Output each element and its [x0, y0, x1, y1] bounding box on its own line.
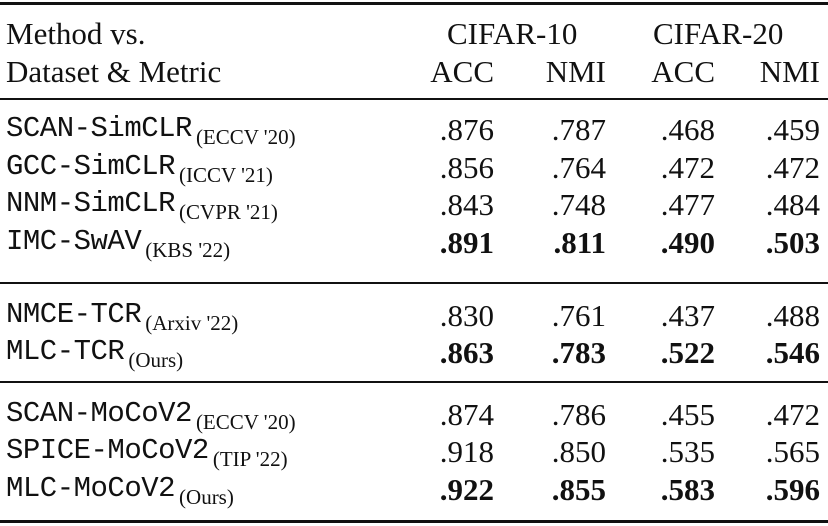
value-cell: .503 [765, 225, 820, 260]
method-venue: (KBS '22) [145, 238, 231, 262]
value-cell: .748 [551, 187, 606, 222]
method-name: SCAN-SimCLR [6, 112, 192, 145]
method-venue: (Arxiv '22) [145, 311, 239, 335]
metric-header: NMI [545, 54, 606, 89]
value-cell: .855 [551, 472, 606, 507]
value-cell: .459 [765, 112, 820, 147]
value-cell: .472 [660, 150, 715, 185]
method-cell: NNM-SimCLR (CVPR '21) [6, 187, 278, 224]
table-row: NMCE-TCR (Arxiv '22) .830 .761 .437 .488 [0, 298, 828, 335]
method-name: IMC-SwAV [6, 225, 142, 258]
value-cell: .876 [439, 112, 494, 147]
metric-header: NMI [759, 54, 820, 89]
method-cell: MLC-MoCoV2 (Ours) [6, 472, 234, 509]
value-cell: .918 [439, 434, 494, 469]
value-cell: .891 [439, 225, 494, 260]
method-header-line2: Dataset & Metric [6, 54, 222, 89]
method-name: MLC-MoCoV2 [6, 472, 176, 505]
dataset-header-cifar10: CIFAR-10 [447, 16, 578, 51]
method-header-line1: Method vs. [6, 16, 146, 51]
value-cell: .786 [551, 397, 606, 432]
dataset-header-cifar20: CIFAR-20 [653, 16, 784, 51]
value-cell: .922 [439, 472, 494, 507]
value-cell: .488 [765, 298, 820, 333]
value-cell: .455 [660, 397, 715, 432]
table-row: SCAN-SimCLR (ECCV '20) .876 .787 .468 .459 [0, 112, 828, 149]
value-cell: .583 [660, 472, 715, 507]
table-row: MLC-TCR (Ours) .863 .783 .522 .546 [0, 335, 828, 372]
value-cell: .856 [439, 150, 494, 185]
method-name: SPICE-MoCoV2 [6, 434, 209, 467]
value-cell: .596 [765, 472, 820, 507]
value-cell: .783 [551, 335, 606, 370]
method-name: NMCE-TCR [6, 298, 142, 331]
group-rule [0, 282, 828, 284]
value-cell: .850 [551, 434, 606, 469]
value-cell: .764 [551, 150, 606, 185]
method-cell: SPICE-MoCoV2 (TIP '22) [6, 434, 288, 471]
method-cell: SCAN-SimCLR (ECCV '20) [6, 112, 296, 149]
method-venue: (TIP '22) [212, 447, 288, 471]
value-cell: .787 [551, 112, 606, 147]
value-cell: .472 [765, 397, 820, 432]
value-cell: .484 [765, 187, 820, 222]
method-cell: MLC-TCR (Ours) [6, 335, 183, 372]
method-name: MLC-TCR [6, 335, 125, 368]
value-cell: .437 [660, 298, 715, 333]
method-venue: (ECCV '20) [195, 410, 296, 434]
method-name: SCAN-MoCoV2 [6, 397, 192, 430]
table-row: MLC-MoCoV2 (Ours) .922 .855 .583 .596 [0, 472, 828, 509]
method-name: NNM-SimCLR [6, 187, 176, 220]
method-venue: (ICCV '21) [179, 163, 273, 187]
group-rule [0, 381, 828, 383]
header-rule [0, 98, 828, 100]
method-cell: SCAN-MoCoV2 (ECCV '20) [6, 397, 296, 434]
method-cell: IMC-SwAV (KBS '22) [6, 225, 230, 262]
value-cell: .468 [660, 112, 715, 147]
method-venue: (CVPR '21) [179, 200, 278, 224]
value-cell: .811 [553, 225, 606, 260]
value-cell: .843 [439, 187, 494, 222]
value-cell: .490 [660, 225, 715, 260]
method-venue: (Ours) [179, 485, 234, 509]
method-venue: (ECCV '20) [195, 125, 296, 149]
bottom-rule [0, 520, 828, 523]
value-cell: .535 [660, 434, 715, 469]
value-cell: .565 [765, 434, 820, 469]
metric-header: ACC [651, 54, 715, 89]
value-cell: .477 [660, 187, 715, 222]
table-row: IMC-SwAV (KBS '22) .891 .811 .490 .503 [0, 225, 828, 262]
method-name: GCC-SimCLR [6, 150, 176, 183]
value-cell: .761 [551, 298, 606, 333]
value-cell: .522 [660, 335, 715, 370]
table-row: SPICE-MoCoV2 (TIP '22) .918 .850 .535 .565 [0, 434, 828, 471]
top-rule [0, 2, 828, 5]
value-cell: .863 [439, 335, 494, 370]
table-row: SCAN-MoCoV2 (ECCV '20) .874 .786 .455 .472 [0, 397, 828, 434]
value-cell: .874 [439, 397, 494, 432]
method-cell: GCC-SimCLR (ICCV '21) [6, 150, 273, 187]
value-cell: .830 [439, 298, 494, 333]
value-cell: .472 [765, 150, 820, 185]
table-row: GCC-SimCLR (ICCV '21) .856 .764 .472 .472 [0, 150, 828, 187]
value-cell: .546 [765, 335, 820, 370]
table-row: NNM-SimCLR (CVPR '21) .843 .748 .477 .484 [0, 187, 828, 224]
metric-header: ACC [430, 54, 494, 89]
method-cell: NMCE-TCR (Arxiv '22) [6, 298, 238, 335]
method-venue: (Ours) [128, 348, 184, 372]
